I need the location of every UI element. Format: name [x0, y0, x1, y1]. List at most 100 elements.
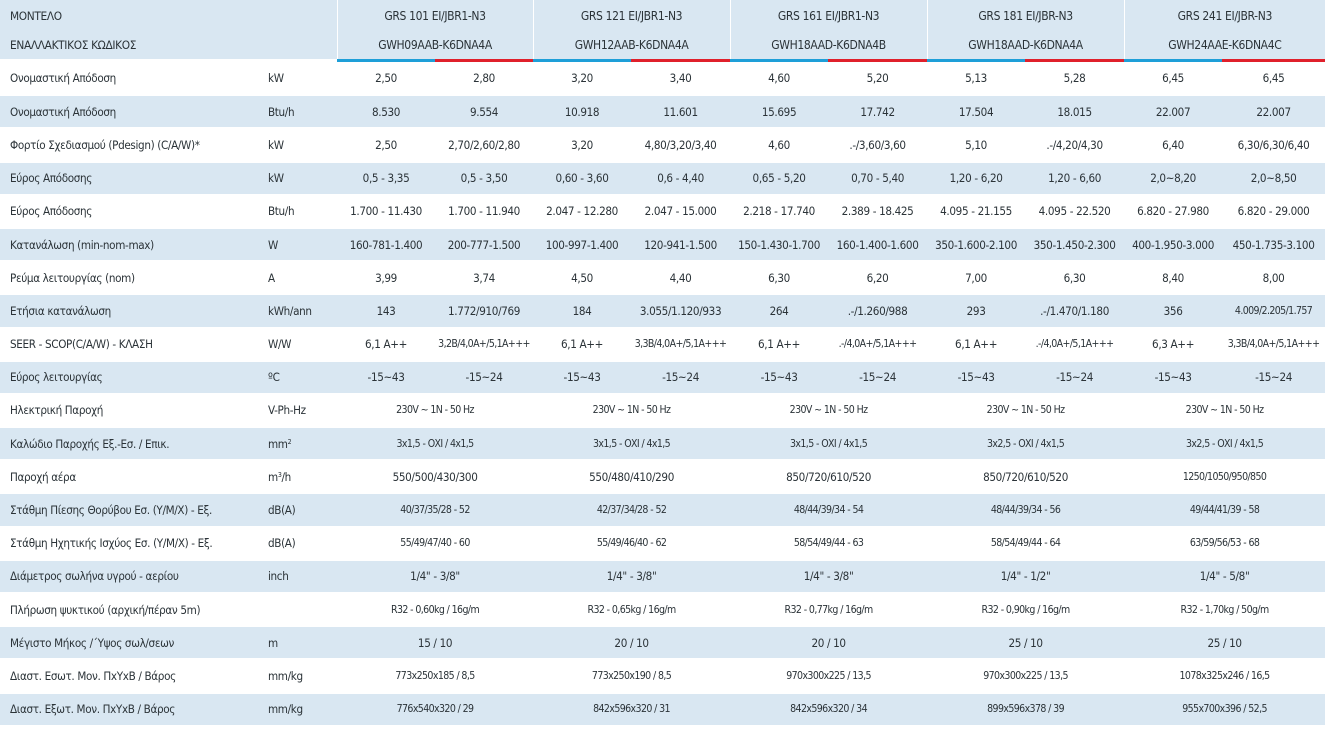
cell-value: 293 — [927, 294, 1026, 329]
model-code: GWH24AAE-K6DNA4C — [1123, 31, 1325, 59]
row-unit: W — [265, 227, 338, 263]
row-unit: kW — [265, 62, 338, 97]
row-unit: m3/h — [265, 460, 338, 495]
cell-value: 22.007 — [1124, 95, 1223, 130]
cell-value: 55/49/46/40 - 62 — [533, 526, 731, 561]
row-label: SEER - SCOP(C/A/W) - ΚΛΑΣΗ — [0, 327, 265, 362]
cell-value: 230V ~ 1N - 50 Hz — [533, 393, 731, 429]
table-row: Διαστ. Εσωτ. Μον. ΠxΥxΒ / Βάρος mm/kg 773x… — [0, 659, 1325, 694]
table-row: Καλώδιο Παροχής Εξ.-Εσ. / Επικ. mm2 3x1,5 … — [0, 427, 1325, 462]
cell-value: 8,40 — [1124, 261, 1223, 296]
cooling-bar — [533, 59, 632, 62]
table-row: Ονομαστική Απόδοση Btu/h 8.530 9.554 10.918 1… — [0, 95, 1325, 130]
model-code: GWH12AAB-K6DNA4A — [532, 31, 731, 59]
cell-value: 230V ~ 1N - 50 Hz — [337, 393, 534, 429]
cell-value: 6,30 — [730, 261, 829, 296]
cell-value: 3,20 — [533, 62, 632, 97]
cell-value: 3,3B/4,0A+/5,1A+++ — [631, 327, 731, 362]
model-label: ΜΟΝΤΕΛΟ — [0, 0, 338, 31]
cell-value: R32 - 0,60kg / 16g/m — [337, 593, 534, 628]
cell-value: 0,5 - 3,50 — [435, 161, 534, 196]
cell-value: 1/4" - 5/8" — [1124, 559, 1325, 595]
cell-value: 15.695 — [730, 95, 829, 130]
cell-value: 20 / 10 — [730, 626, 928, 661]
row-label: Ονομαστική Απόδοση — [0, 62, 265, 97]
cell-value: 7,00 — [927, 261, 1026, 296]
cell-value: 842x596x320 / 34 — [730, 692, 928, 727]
cell-value: -15~24 — [631, 360, 731, 395]
cell-value: 4,50 — [533, 261, 632, 296]
row-label: Εύρος λειτουργίας — [0, 360, 265, 395]
cell-value: 6,30/6,30/6,40 — [1222, 128, 1325, 163]
cell-value: 1,20 - 6,20 — [927, 161, 1026, 196]
cell-value: 6,45 — [1124, 62, 1223, 97]
row-unit: m — [265, 626, 338, 661]
cell-value: 0,70 - 5,40 — [828, 161, 928, 196]
cell-value: 2,50 — [337, 128, 436, 163]
cell-value: 6,1 A++ — [927, 327, 1026, 362]
table-row: SEER - SCOP(C/A/W) - ΚΛΑΣΗ W/W 6,1 A++ 3,2B… — [0, 327, 1325, 362]
heating-bar — [1025, 59, 1125, 62]
cell-value: 55/49/47/40 - 60 — [337, 526, 534, 561]
row-unit: A — [265, 261, 338, 296]
table-row: Διάμετρος σωλήνα υγρού - αερίου inch 1/4" … — [0, 559, 1325, 595]
cell-value: 5,13 — [927, 62, 1026, 97]
cell-value: R32 - 0,90kg / 16g/m — [927, 593, 1125, 628]
row-label: Καλώδιο Παροχής Εξ.-Εσ. / Επικ. — [0, 427, 265, 462]
row-label: Ονομαστική Απόδοση — [0, 95, 265, 130]
cell-value: 970x300x225 / 13,5 — [927, 659, 1125, 694]
row-unit: V-Ph-Hz — [265, 393, 338, 429]
row-label: Διάμετρος σωλήνα υγρού - αερίου — [0, 559, 265, 595]
row-unit: inch — [265, 559, 338, 595]
cell-value: 2,0~8,50 — [1222, 161, 1325, 196]
model-name: GRS 241 EI/JBR-N3 — [1123, 0, 1325, 31]
row-label: Διαστ. Εξωτ. Μον. ΠxΥxΒ / Βάρος — [0, 692, 265, 727]
cell-value: .-/1.260/988 — [828, 294, 928, 329]
cell-value: 58/54/49/44 - 63 — [730, 526, 928, 561]
cell-value: 350-1.600-2.100 — [927, 227, 1026, 263]
model-name: GRS 161 EI/JBR1-N3 — [729, 0, 928, 31]
cell-value: 450-1.735-3.100 — [1222, 227, 1325, 263]
cell-value: 1.772/910/769 — [435, 294, 534, 329]
cell-value: 5,10 — [927, 128, 1026, 163]
cell-value: 1,20 - 6,60 — [1025, 161, 1125, 196]
cell-value: 6,1 A++ — [533, 327, 632, 362]
cell-value: 1/4" - 3/8" — [533, 559, 731, 595]
model-name: GRS 121 EI/JBR1-N3 — [532, 0, 731, 31]
cell-value: 2.218 - 17.740 — [730, 194, 829, 229]
row-unit: dB(A) — [265, 526, 338, 561]
cell-value: -15~24 — [435, 360, 534, 395]
cell-value: 3,2B/4,0A+/5,1A+++ — [435, 327, 534, 362]
cell-value: 8,00 — [1222, 261, 1325, 296]
cell-value: -15~43 — [533, 360, 632, 395]
cell-value: 143 — [337, 294, 436, 329]
cell-value: 850/720/610/520 — [927, 460, 1125, 495]
table-row: Ονομαστική Απόδοση kW 2,50 2,80 3,20 3,40 4,60… — [0, 62, 1325, 97]
heating-bar — [1222, 59, 1325, 62]
cell-value: 150-1.430-1.700 — [730, 227, 829, 263]
cell-value: 4.095 - 22.520 — [1025, 194, 1125, 229]
row-label: Παροχή αέρα — [0, 460, 265, 495]
cell-value: 2,70/2,60/2,80 — [435, 128, 534, 163]
cell-value: 230V ~ 1N - 50 Hz — [1124, 393, 1325, 429]
cell-value: 160-781-1.400 — [337, 227, 436, 263]
cell-value: 1078x325x246 / 16,5 — [1124, 659, 1325, 694]
row-label: Ετήσια κατανάλωση — [0, 294, 265, 329]
table-row: Φορτίο Σχεδιασμού (Pdesign) (C/A/W)* kW 2,… — [0, 128, 1325, 163]
row-unit: dB(A) — [265, 493, 338, 528]
cell-value: -15~43 — [927, 360, 1026, 395]
unit-superscript: 3 — [277, 470, 282, 479]
cell-value: 17.504 — [927, 95, 1026, 130]
cell-value: 2,0~8,20 — [1124, 161, 1223, 196]
cell-value: 6,40 — [1124, 128, 1223, 163]
cell-value: 6,20 — [828, 261, 928, 296]
cell-value: 3,3B/4,0A+/5,1A+++ — [1222, 327, 1325, 362]
cell-value: 2,80 — [435, 62, 534, 97]
heating-bar — [435, 59, 534, 62]
cell-value: 3x1,5 - ΟΧΙ / 4x1,5 — [337, 427, 534, 462]
cell-value: R32 - 1,70kg / 50g/m — [1124, 593, 1325, 628]
row-unit: kW — [265, 161, 338, 196]
cell-value: 2.047 - 15.000 — [631, 194, 731, 229]
cell-value: 9.554 — [435, 95, 534, 130]
